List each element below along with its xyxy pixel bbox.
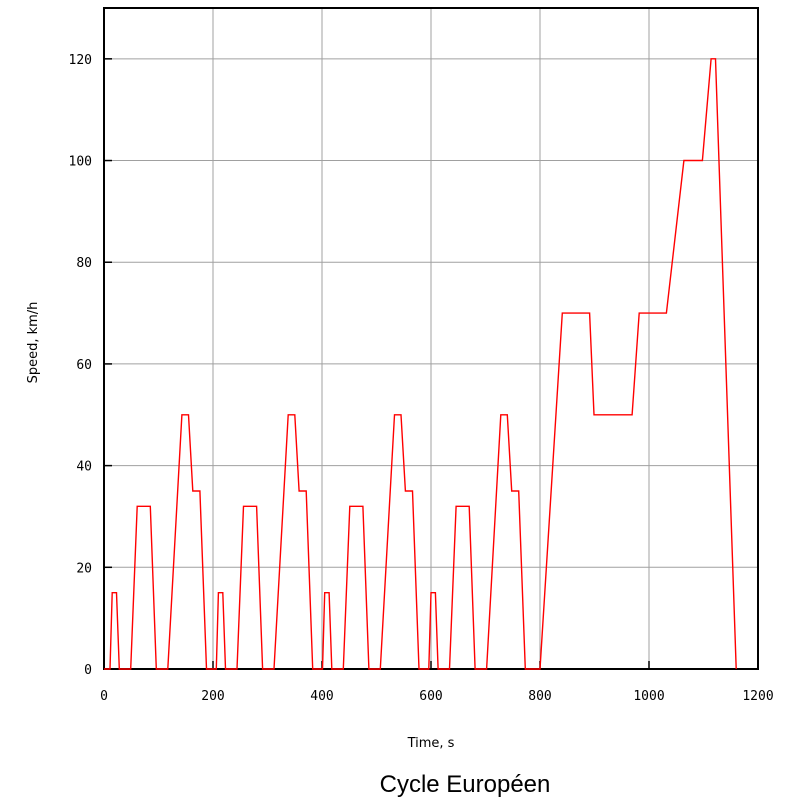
x-axis-label: Time, s [407,736,455,751]
y-axis-label: Speed, km/h [26,302,41,384]
x-tick-label: 1000 [633,689,664,704]
grid [104,8,758,669]
x-tick-label: 0 [100,689,108,704]
y-tick-label: 100 [69,155,92,170]
y-tick-label: 80 [76,256,92,271]
x-tick-label: 400 [310,689,333,704]
x-tick-label: 600 [419,689,442,704]
y-tick-label: 60 [76,358,92,373]
y-tick-label: 0 [84,663,92,678]
chart-title: Cycle Européen [380,771,551,798]
x-ticks: 0 200 400 600 800 1000 1200 [100,661,774,704]
x-tick-label: 1200 [742,689,773,704]
series-line-speed [104,58,737,670]
y-tick-label: 120 [69,53,92,68]
x-tick-label: 800 [528,689,551,704]
y-tick-label: 40 [76,460,92,475]
y-tick-label: 20 [76,561,92,576]
y-ticks: 0 20 40 60 80 100 120 [69,53,112,678]
x-tick-label: 200 [201,689,224,704]
